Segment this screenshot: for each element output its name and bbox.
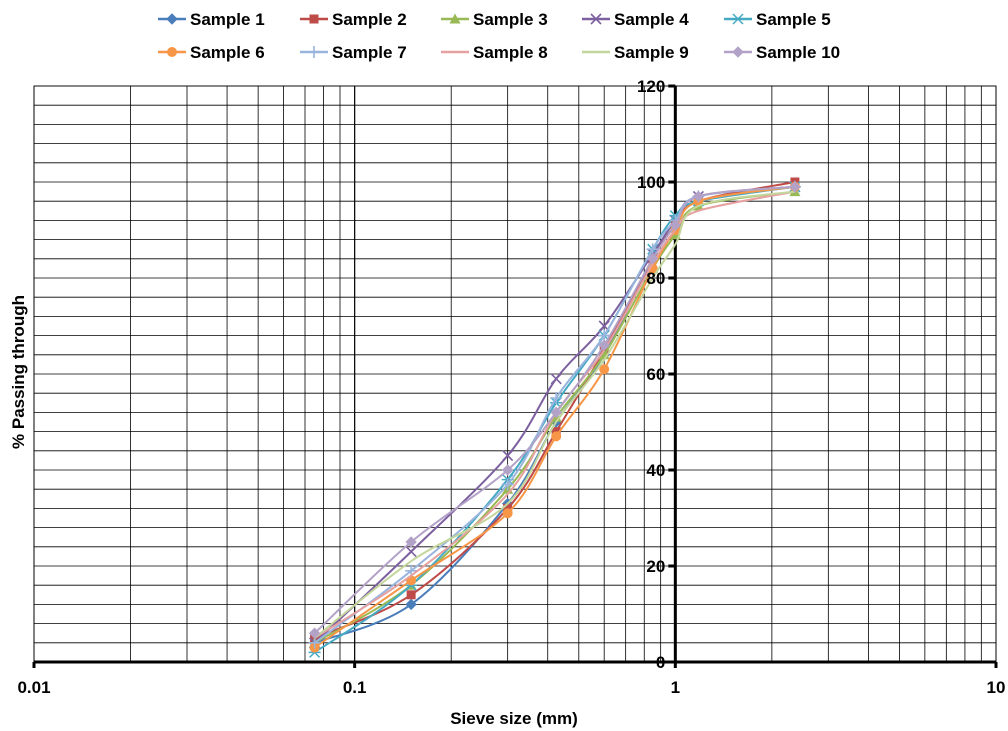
- data-point: [501, 464, 514, 476]
- data-point: [647, 263, 658, 274]
- data-point: [789, 181, 801, 193]
- x-tick-label: 10: [987, 678, 1006, 697]
- legend-item: Sample 1: [158, 10, 265, 29]
- data-point: [598, 339, 610, 351]
- x-tick-label: 0.01: [17, 678, 50, 697]
- data-point: [732, 13, 744, 25]
- x-axis-title: Sieve size (mm): [450, 709, 578, 728]
- data-point: [550, 406, 562, 419]
- series-group: [308, 177, 801, 658]
- data-point: [308, 627, 321, 639]
- data-point: [406, 575, 417, 586]
- data-point: [669, 219, 682, 231]
- grid-lines: [33, 85, 997, 663]
- legend-label: Sample 5: [756, 10, 831, 29]
- data-point: [309, 14, 319, 24]
- y-tick-label: 80: [646, 269, 665, 288]
- legend-label: Sample 6: [190, 43, 265, 62]
- data-point: [405, 546, 417, 558]
- y-tick-label: 100: [637, 173, 665, 192]
- series-line: [313, 190, 796, 639]
- legend-item: Sample 4: [582, 10, 689, 29]
- legend: Sample 1 Sample 2 Sample 3 Sample 4 Sample 5…: [158, 10, 840, 62]
- y-axis-title: % Passing through: [9, 295, 28, 449]
- data-point: [692, 190, 705, 203]
- y-tick-label: 60: [646, 365, 665, 384]
- y-tick-label: 20: [646, 557, 665, 576]
- y-tick-label: 0: [656, 653, 665, 672]
- data-point: [646, 253, 659, 265]
- data-point: [550, 392, 563, 404]
- data-point: [551, 431, 562, 442]
- x-tick-label: 0.1: [343, 678, 367, 697]
- data-point: [502, 450, 514, 462]
- data-point: [405, 598, 417, 611]
- data-point: [167, 47, 177, 57]
- series-line: [313, 185, 796, 634]
- legend-label: Sample 4: [614, 10, 689, 29]
- legend-label: Sample 3: [473, 10, 548, 29]
- axes: [32, 84, 998, 668]
- y-tick-label: 120: [637, 77, 665, 96]
- data-point: [599, 364, 610, 375]
- legend-label: Sample 9: [614, 43, 689, 62]
- legend-item: Sample 8: [441, 43, 548, 62]
- legend-label: Sample 7: [332, 43, 407, 62]
- series-line: [314, 185, 796, 649]
- data-point: [166, 13, 178, 25]
- data-point: [590, 13, 602, 25]
- legend-item: Sample 3: [441, 10, 548, 29]
- legend-label: Sample 2: [332, 10, 407, 29]
- series-sample-9: [313, 190, 796, 639]
- data-point: [550, 373, 562, 385]
- legend-item: Sample 6: [158, 43, 265, 62]
- legend-item: Sample 10: [724, 43, 840, 62]
- data-point: [406, 590, 416, 600]
- data-point: [308, 46, 320, 58]
- legend-item: Sample 5: [724, 10, 831, 29]
- series-sample-10: [308, 181, 801, 639]
- legend-label: Sample 10: [756, 43, 840, 62]
- legend-item: Sample 7: [300, 43, 407, 62]
- data-point: [449, 13, 461, 24]
- y-tick-label: 40: [646, 461, 665, 480]
- data-point: [502, 508, 513, 519]
- legend-label: Sample 1: [190, 10, 265, 29]
- data-point: [732, 46, 744, 58]
- legend-item: Sample 9: [582, 43, 689, 62]
- data-point: [405, 536, 417, 548]
- legend-label: Sample 8: [473, 43, 548, 62]
- legend-item: Sample 2: [300, 10, 407, 29]
- x-tick-label: 1: [671, 678, 680, 697]
- data-point: [501, 478, 514, 491]
